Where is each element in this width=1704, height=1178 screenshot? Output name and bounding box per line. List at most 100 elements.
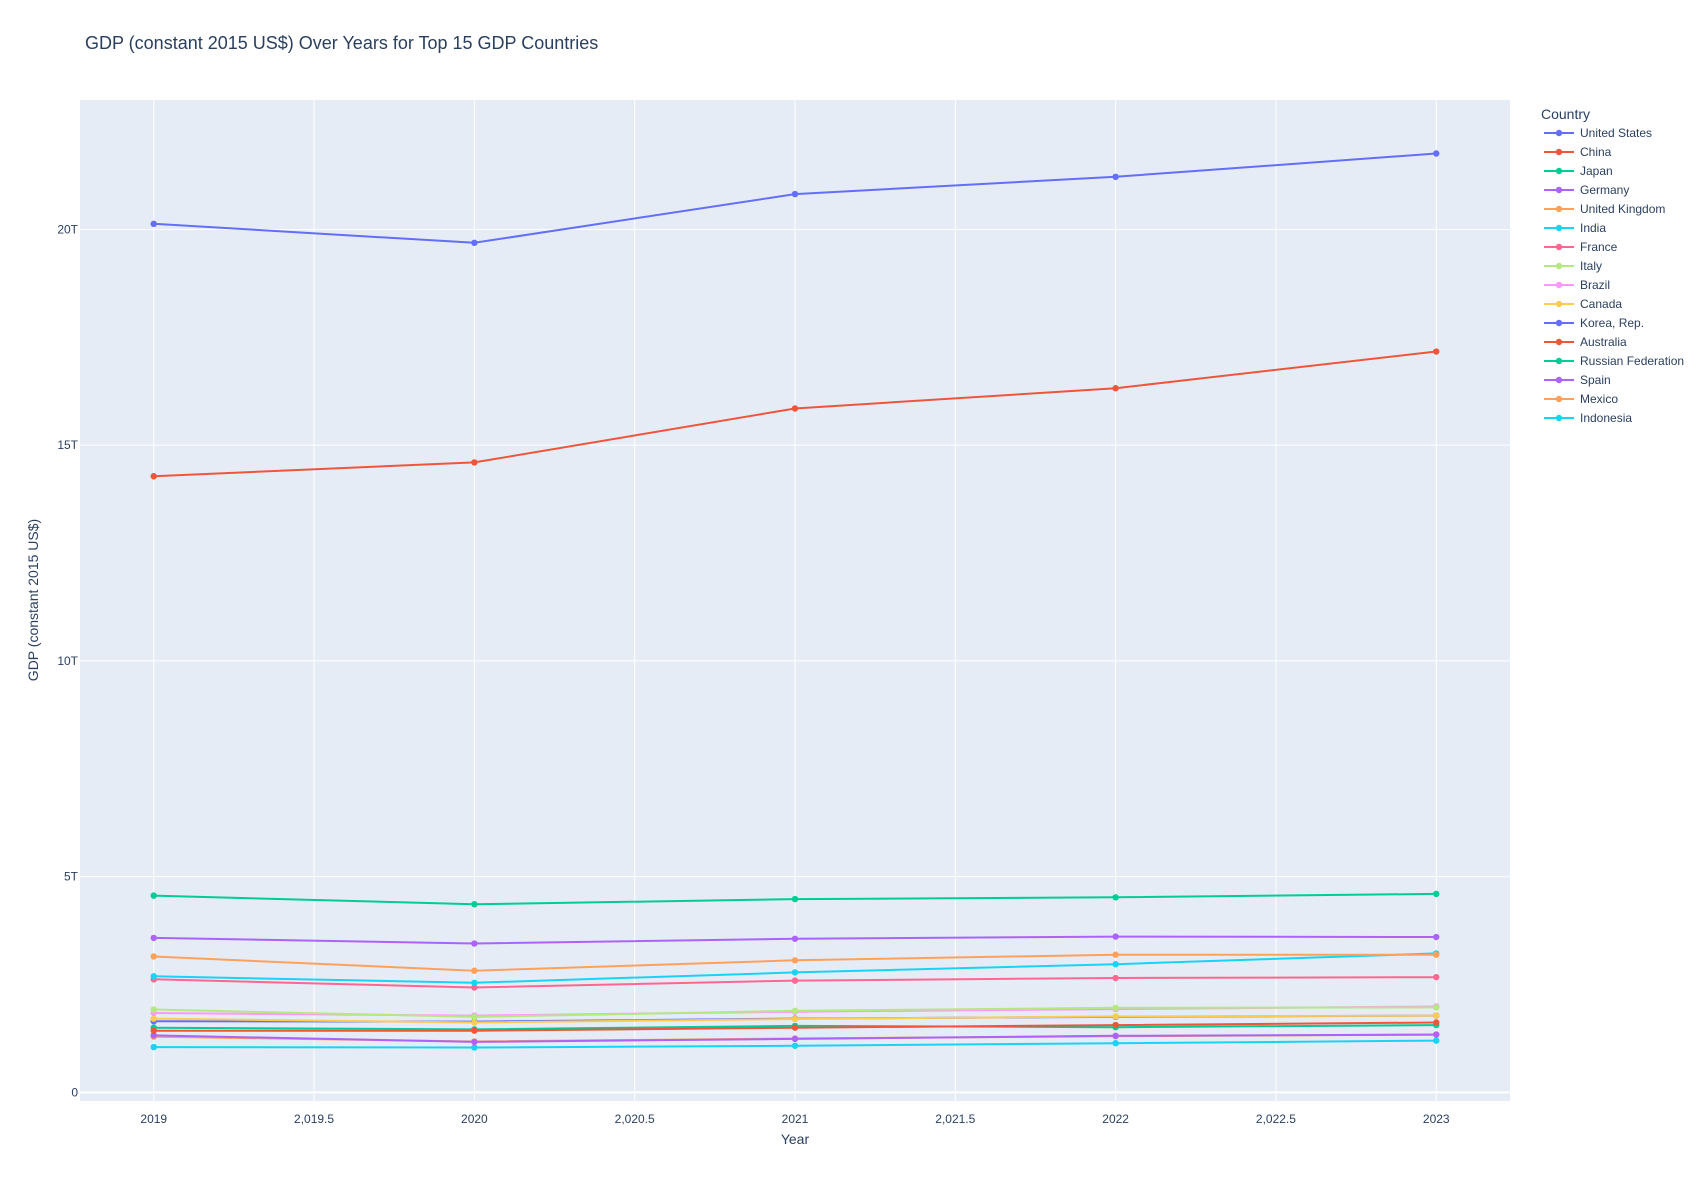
legend-label: Japan [1580, 164, 1613, 178]
data-point-italy [791, 1007, 799, 1015]
x-tick-label: 2,020.5 [615, 1112, 655, 1126]
data-point-australia [1112, 1021, 1119, 1029]
legend-item-russian-federation[interactable]: Russian Federation [1544, 354, 1684, 368]
data-point-united-kingdom [471, 967, 478, 974]
data-point-germany [791, 935, 799, 942]
legend-label: Spain [1580, 373, 1611, 387]
data-point-italy [1433, 1004, 1440, 1011]
y-axis-title: GDP (constant 2015 US$) [25, 519, 41, 681]
legend-marker [1555, 357, 1563, 365]
y-tick-label: 5T [64, 870, 79, 884]
legend-marker [1555, 148, 1563, 156]
legend-label: United Kingdom [1580, 202, 1665, 216]
legend-item-united-states[interactable]: United States [1544, 126, 1652, 140]
data-point-australia [791, 1024, 799, 1031]
legend-marker [1555, 281, 1563, 289]
legend-label: Korea, Rep. [1580, 316, 1644, 330]
data-point-australia [1433, 1019, 1440, 1026]
legend-label: Italy [1580, 259, 1602, 273]
data-point-canada [1112, 1013, 1119, 1020]
data-point-indonesia [150, 1043, 157, 1051]
legend-marker [1555, 319, 1563, 327]
data-point-united-kingdom [150, 953, 157, 960]
data-point-united-states [471, 239, 478, 247]
data-point-indonesia [1112, 1039, 1119, 1047]
legend-item-france[interactable]: France [1544, 240, 1618, 254]
legend-item-mexico[interactable]: Mexico [1544, 392, 1618, 406]
legend-label: Canada [1580, 297, 1622, 311]
data-point-france [791, 977, 799, 984]
legend-item-brazil[interactable]: Brazil [1544, 278, 1610, 292]
legend-item-china[interactable]: China [1544, 145, 1612, 159]
data-point-germany [150, 934, 157, 942]
series-points [150, 150, 1440, 1051]
data-point-canada [1433, 1012, 1440, 1019]
legend-item-spain[interactable]: Spain [1544, 373, 1611, 387]
legend-title: Country [1541, 106, 1590, 122]
legend-item-japan[interactable]: Japan [1544, 164, 1613, 178]
data-point-spain [1433, 1031, 1440, 1038]
legend-marker [1555, 243, 1563, 251]
legend: Country United States China Japan Germany Un… [1541, 106, 1684, 425]
data-point-japan [150, 892, 157, 899]
x-tick-label: 2019 [140, 1112, 167, 1126]
data-point-india [471, 979, 478, 986]
data-point-china [471, 459, 478, 466]
x-tick-labels: 2019 2,019.5 2020 2,020.5 2021 2,021.5 2022 2,0… [140, 1112, 1450, 1126]
legend-label: India [1580, 221, 1606, 235]
data-point-france [471, 984, 478, 991]
legend-marker [1555, 395, 1563, 403]
y-tick-labels: 0 5T 10T 15T 20T [57, 222, 78, 1099]
data-point-japan [1433, 890, 1440, 898]
data-point-australia [471, 1027, 478, 1034]
legend-label: France [1580, 240, 1618, 254]
x-tick-label: 2,019.5 [294, 1112, 334, 1126]
data-point-indonesia [1433, 1037, 1440, 1044]
x-tick-label: 2023 [1423, 1112, 1450, 1126]
data-point-spain [791, 1035, 799, 1043]
data-point-japan [791, 895, 799, 903]
data-point-italy [150, 1006, 157, 1013]
x-tick-label: 2,022.5 [1256, 1112, 1296, 1126]
legend-label: China [1580, 145, 1612, 159]
data-point-canada [150, 1015, 157, 1022]
x-tick-label: 2020 [461, 1112, 488, 1126]
data-point-indonesia [791, 1042, 799, 1049]
data-point-italy [1112, 1004, 1119, 1012]
data-point-spain [471, 1038, 478, 1046]
legend-item-korea-rep[interactable]: Korea, Rep. [1544, 316, 1644, 330]
legend-marker [1555, 300, 1563, 308]
legend-item-indonesia[interactable]: Indonesia [1544, 411, 1632, 425]
y-tick-label: 0 [71, 1085, 78, 1099]
legend-item-australia[interactable]: Australia [1544, 335, 1627, 349]
data-point-india [150, 973, 157, 980]
x-tick-label: 2022 [1102, 1112, 1129, 1126]
legend-marker [1555, 262, 1563, 270]
data-point-indonesia [471, 1044, 478, 1051]
x-tick-label: 2,021.5 [935, 1112, 975, 1126]
data-point-china [1112, 385, 1119, 392]
legend-item-canada[interactable]: Canada [1544, 297, 1622, 311]
legend-label: Russian Federation [1580, 354, 1684, 368]
data-point-united-states [150, 220, 157, 228]
data-point-germany [471, 940, 478, 947]
data-point-united-kingdom [1112, 951, 1119, 958]
legend-item-italy[interactable]: Italy [1544, 259, 1602, 273]
x-tick-label: 2021 [782, 1112, 809, 1126]
data-point-united-kingdom [1433, 951, 1440, 958]
data-point-france [1112, 974, 1119, 982]
legend-item-united-kingdom[interactable]: United Kingdom [1544, 202, 1665, 216]
data-point-germany [1433, 933, 1440, 941]
legend-marker [1555, 414, 1563, 422]
legend-label: Germany [1580, 183, 1629, 197]
legend-item-germany[interactable]: Germany [1544, 183, 1629, 197]
data-point-china [150, 473, 157, 480]
legend-marker [1555, 205, 1563, 213]
data-point-india [1112, 961, 1119, 968]
legend-label: Australia [1580, 335, 1627, 349]
data-point-united-states [1112, 173, 1119, 181]
legend-item-india[interactable]: India [1544, 221, 1606, 235]
legend-label: Indonesia [1580, 411, 1632, 425]
chart-title: GDP (constant 2015 US$) Over Years for T… [85, 33, 599, 53]
